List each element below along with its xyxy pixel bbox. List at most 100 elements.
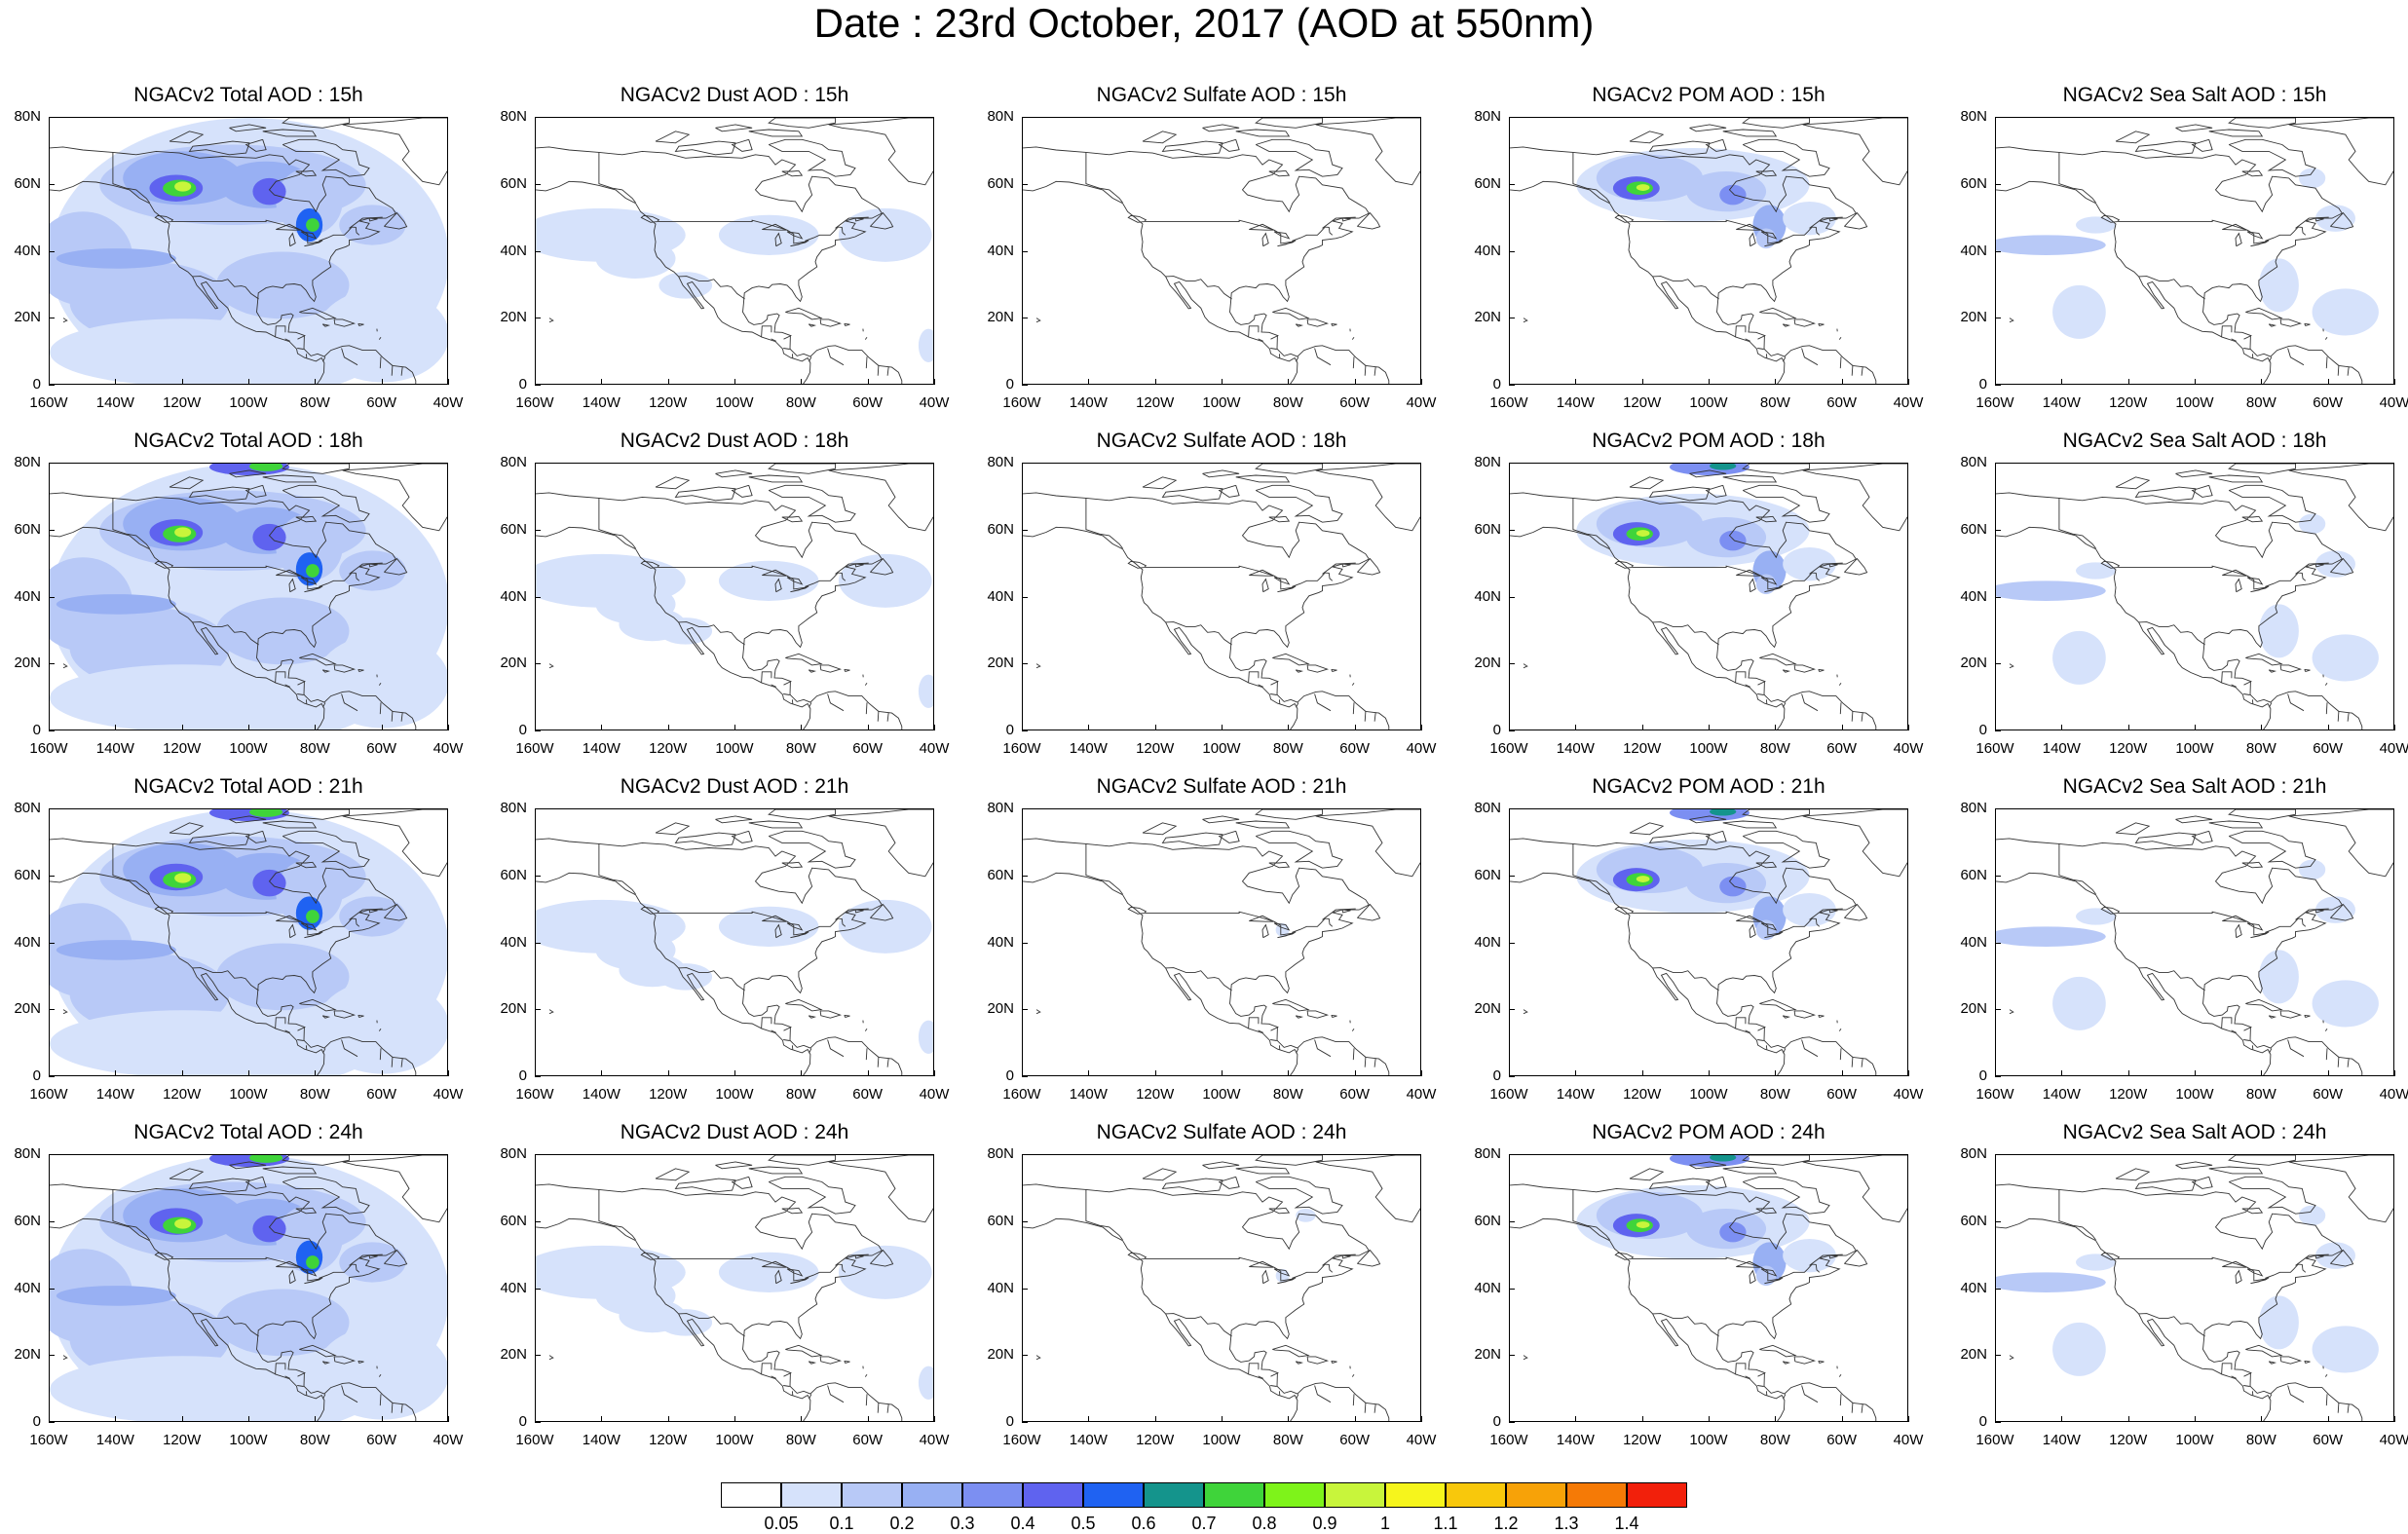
coastline-path: [2136, 141, 2197, 155]
y-tick-mark: [1022, 876, 1028, 877]
x-tick-mark: [382, 1416, 383, 1422]
y-tick-label: 20N: [1443, 655, 1501, 671]
x-tick-label: 100W: [2165, 1086, 2224, 1103]
coastline-path: [1365, 1057, 1366, 1066]
coastline-path: [1759, 654, 1795, 665]
coastline-path: [785, 308, 821, 319]
aod-cell: [174, 181, 191, 191]
y-tick-label: 60N: [1443, 1213, 1501, 1229]
coastline-path: [1036, 664, 1040, 668]
aod-field: [1576, 1155, 1835, 1286]
y-tick-label: 80N: [0, 800, 41, 816]
coastline-path: [2288, 1386, 2304, 1403]
x-tick-label: 40W: [1879, 1086, 1938, 1103]
coastline-path: [1630, 1169, 1663, 1180]
coastline-path: [2348, 366, 2349, 375]
y-tick-label: 40N: [469, 588, 527, 605]
x-tick-label: 120W: [639, 1432, 697, 1448]
coastline-path: [1023, 1184, 1389, 1422]
map-plot-area: [49, 463, 448, 730]
map-plot-area: [49, 1154, 448, 1422]
x-tick-label: 140W: [86, 740, 144, 757]
panel-title: NGACv2 Dust AOD : 15h: [535, 84, 934, 107]
y-tick-mark: [49, 730, 55, 731]
aod-cell: [1637, 876, 1650, 882]
coastline-path: [809, 324, 814, 326]
y-tick-label: 0: [469, 376, 527, 393]
y-tick-label: 60N: [956, 1213, 1014, 1229]
x-tick-mark: [1022, 1416, 1023, 1422]
x-tick-mark: [382, 1070, 383, 1076]
coastline-path: [1996, 1218, 2271, 1422]
y-tick-mark: [49, 943, 55, 944]
y-tick-mark: [1022, 1221, 1028, 1222]
coastline-path: [1352, 337, 1354, 339]
panel-title: NGACv2 Dust AOD : 18h: [535, 430, 934, 453]
y-tick-label: 0: [956, 376, 1014, 393]
x-tick-label: 40W: [2365, 1432, 2408, 1448]
y-tick-mark: [49, 1154, 55, 1155]
coastline-path: [2250, 241, 2269, 246]
x-tick-label: 140W: [1546, 1432, 1604, 1448]
map-plot-area: [535, 808, 934, 1076]
y-tick-label: 20N: [1929, 1000, 1987, 1017]
x-tick-mark: [801, 725, 802, 730]
coastline-path: [2229, 831, 2315, 868]
x-tick-mark: [2195, 725, 2196, 730]
y-tick-label: 0: [956, 722, 1014, 738]
colorbar-swatch: [1083, 1482, 1144, 1508]
coastline-path: [549, 1356, 553, 1360]
coastline-path: [762, 326, 771, 337]
coastline-path: [1352, 1029, 1354, 1030]
x-tick-mark: [1288, 379, 1289, 385]
x-tick-mark: [2195, 1070, 2196, 1076]
aod-cell: [619, 954, 685, 987]
aod-cell: [306, 564, 320, 578]
coastline-path: [1163, 487, 1223, 501]
aod-map: [1510, 809, 1908, 1076]
y-tick-label: 0: [0, 376, 41, 393]
x-tick-label: 60W: [839, 394, 897, 411]
coastline-path: [1262, 1271, 1268, 1284]
x-tick-mark: [2328, 725, 2329, 730]
aod-map: [1510, 118, 1908, 385]
panel-title: NGACv2 Sulfate AOD : 21h: [1022, 775, 1421, 799]
coastline-path: [1163, 141, 1223, 155]
x-tick-label: 140W: [1059, 1432, 1117, 1448]
coastline-path: [1794, 665, 1815, 672]
y-tick-mark: [535, 943, 541, 944]
x-tick-label: 140W: [1059, 1086, 1117, 1103]
x-tick-mark: [182, 1070, 183, 1076]
x-tick-label: 140W: [1546, 740, 1604, 757]
x-tick-mark: [1995, 379, 1996, 385]
y-tick-mark: [1509, 117, 1515, 118]
x-tick-mark: [1155, 1416, 1156, 1422]
aod-field: [1996, 860, 2379, 1030]
coastline-path: [828, 694, 844, 711]
coastline-path: [2229, 1155, 2295, 1165]
coastline-path: [1236, 821, 1290, 828]
coastlines: [1023, 118, 1421, 385]
x-tick-label: 120W: [1613, 1086, 1672, 1103]
coastline-path: [2243, 694, 2250, 695]
map-plot-area: [49, 117, 448, 385]
coastline-path: [1524, 664, 1527, 668]
x-tick-label: 60W: [1813, 394, 1871, 411]
coastline-path: [749, 821, 803, 828]
x-tick-label: 80W: [285, 740, 344, 757]
x-tick-label: 40W: [905, 1086, 963, 1103]
y-tick-label: 20N: [956, 309, 1014, 325]
x-tick-label: 80W: [285, 1432, 344, 1448]
y-tick-mark: [535, 1221, 541, 1222]
x-tick-label: 120W: [153, 1086, 211, 1103]
coastline-path: [1296, 1362, 1301, 1364]
x-tick-mark: [115, 379, 116, 385]
x-tick-mark: [448, 725, 449, 730]
y-tick-mark: [1022, 730, 1028, 731]
coastline-path: [1844, 559, 1866, 576]
coastline-path: [1750, 234, 1755, 246]
coastline-path: [1803, 1155, 1908, 1222]
x-tick-label: 160W: [1966, 1432, 2024, 1448]
coastline-path: [1272, 308, 1308, 319]
x-tick-label: 40W: [419, 394, 477, 411]
